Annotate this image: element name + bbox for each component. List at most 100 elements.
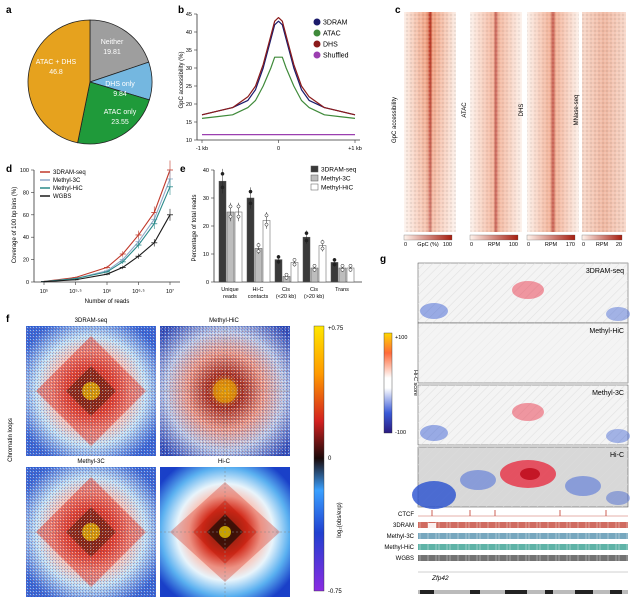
scale-min: 0 — [582, 242, 585, 248]
panel-label-a: a — [6, 5, 12, 16]
scale-min: 0 — [527, 242, 530, 248]
category-label: Hi-C contacts — [248, 287, 269, 300]
y-axis-label: Percentage of total reads — [192, 194, 198, 261]
y-axis-label: GpC accessibility (%) — [179, 51, 185, 108]
scale-label: RPM — [488, 242, 501, 248]
x-axis-label: Number of reads — [85, 299, 130, 305]
y-tick: 20 — [186, 102, 192, 108]
scale-max: 20 — [616, 242, 622, 248]
legend-swatch — [313, 40, 321, 48]
x-tick: 10⁶ — [103, 288, 111, 295]
legend-swatch — [310, 174, 319, 182]
colorbar-loops — [313, 325, 325, 592]
x-tick: -1 kb — [196, 146, 208, 152]
pie-label-name: Neither — [101, 39, 124, 46]
pie-slice-neither — [89, 19, 150, 83]
signal-track-ctcf — [418, 510, 628, 517]
pie-chart: Neither 19.81 DHS only 9.84 ATAC only 23.55 AT… — [27, 19, 153, 145]
track-label: CTCF — [398, 512, 414, 518]
y-tick: 35 — [186, 48, 192, 54]
y-tick: 10 — [186, 138, 192, 144]
data-point — [304, 238, 309, 243]
data-point — [340, 263, 345, 268]
y-tick: 40 — [186, 30, 192, 36]
pie-label-name: ATAC + DHS — [36, 59, 77, 66]
map-title: Hi-C — [610, 452, 624, 459]
colorbar-label: log₂(obs/exp) — [337, 502, 343, 537]
y-tick: 15 — [186, 120, 192, 126]
legend-label: WGBS — [53, 194, 71, 200]
data-point — [264, 222, 269, 227]
data-point — [276, 259, 281, 264]
category-label: Cis (>20 kb) — [304, 287, 324, 300]
gene-label: Zfp42 — [431, 575, 449, 582]
bar — [218, 180, 227, 283]
legend-label: 3DRAM — [323, 20, 348, 27]
track-label: WGBS — [396, 556, 414, 562]
pie-label-value: 23.55 — [111, 119, 129, 126]
x-tick: 10⁵·⁵ — [69, 288, 82, 295]
map-title: 3DRAM-seq — [586, 268, 624, 275]
panel-label-e: e — [180, 164, 186, 175]
loop-pileups: Chromatin loops 3DRAM-seq Methyl-HiC Met… — [8, 318, 344, 597]
scale-max: 170 — [566, 242, 575, 248]
track-label: 3DRAM — [393, 523, 414, 529]
bar — [262, 220, 271, 283]
y-tick: 45 — [186, 12, 192, 18]
data-point — [236, 214, 241, 219]
scale-bar — [526, 234, 576, 241]
data-point — [312, 267, 317, 272]
colorbar-mid-tick: 0 — [328, 456, 332, 462]
pie-label-value: 19.81 — [103, 49, 121, 56]
data-point — [236, 204, 241, 209]
x-tick: 10⁶·⁵ — [132, 288, 145, 295]
signal-track-methyl-3c — [418, 532, 628, 539]
data-point — [312, 263, 317, 268]
y-tick: 100 — [20, 168, 29, 174]
data-point — [228, 214, 233, 219]
scale-label: RPM — [545, 242, 558, 248]
y-tick: 25 — [186, 84, 192, 90]
data-point — [248, 201, 253, 206]
data-point — [304, 231, 309, 236]
signal-track-3dram — [418, 521, 628, 528]
pie-label-value: 9.84 — [113, 91, 127, 98]
colorbar-hic — [383, 332, 393, 434]
scale-label: GpC (%) — [417, 242, 439, 248]
category-label: Unique reads — [221, 287, 238, 300]
panel-label-c: c — [395, 5, 401, 16]
x-tick: 10⁷ — [166, 288, 174, 295]
contact-map-hi-c: Hi-C — [412, 446, 630, 509]
y-tick: 40 — [23, 235, 29, 241]
legend-swatch — [313, 29, 321, 37]
track-label-mnase: MNase-seq — [574, 95, 580, 126]
scale-max: 100 — [443, 242, 452, 248]
data-point — [220, 171, 225, 176]
title-methyl-hic: Methyl-HiC — [209, 318, 239, 324]
colorbar-top-tick: +0.75 — [328, 326, 344, 332]
scale-bar — [469, 234, 519, 241]
scale-min: 0 — [404, 242, 407, 248]
y-tick: 30 — [186, 66, 192, 72]
data-point — [228, 204, 233, 209]
data-point — [332, 262, 337, 267]
panel-label-g: g — [380, 254, 386, 265]
y-tick: 20 — [203, 224, 209, 230]
contact-map-tracks: +100 -100 Hi-C score 3DRAM-seq Methyl-HiC… — [383, 262, 630, 594]
data-point — [320, 246, 325, 251]
loop-y-label: Chromatin loops — [8, 418, 14, 462]
pie-slice-atac-dhs — [27, 19, 91, 144]
title-methyl-3c: Methyl-3C — [77, 459, 105, 465]
contact-map-methyl-hic: Methyl-HiC — [417, 322, 629, 384]
y-tick: 30 — [203, 196, 209, 202]
accessibility-profile-chart: GpC accessibility (%) 10 15 20 25 30 35 40 45 -1… — [179, 12, 362, 152]
colorbar-bottom-tick: -0.75 — [328, 589, 342, 595]
scale-min: 0 — [470, 242, 473, 248]
y-tick: 40 — [203, 168, 209, 174]
x-tick: 0 — [277, 146, 280, 152]
legend-label: Methyl-3C — [321, 176, 351, 183]
series-line-3dram — [201, 20, 356, 116]
track-label: Methyl-3C — [387, 534, 415, 540]
data-point — [292, 262, 297, 267]
